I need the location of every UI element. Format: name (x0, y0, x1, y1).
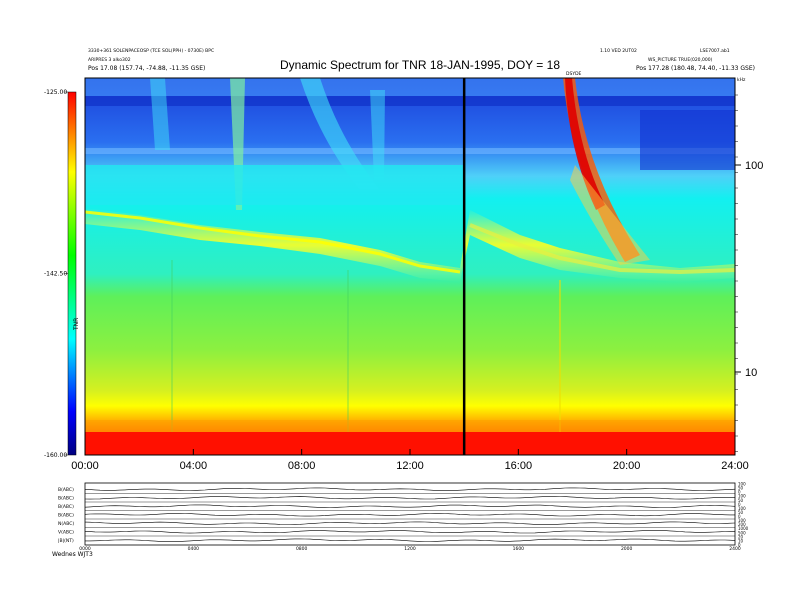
footer-label: Wednes WJT3 (52, 551, 93, 558)
colorbar-label: TNR (73, 318, 80, 331)
x-tick-label: 00:00 (71, 460, 99, 470)
colorbar-tick-label: -160.00 (44, 452, 67, 459)
x-tick-label: 16:00 (505, 460, 533, 470)
colorbar-tick-label: -125.00 (44, 89, 67, 96)
time-series-right-tick-label: 0 (738, 490, 741, 495)
time-series-line (84, 496, 736, 500)
time-series-label: B(ABC) (58, 495, 74, 501)
time-series-right-tick-label: 500 (738, 530, 746, 535)
x-tick-label: 04:00 (180, 460, 208, 470)
x-tick-label: 24:00 (721, 460, 749, 470)
time-series-right-tick-label: 0 (738, 514, 741, 519)
time-series-x-tick-label: 1200 (404, 546, 416, 552)
time-series-right-tick-label: 100 (738, 518, 746, 523)
time-series-right-tick-label: 0 (738, 543, 741, 548)
x-axis-ticks: 00:00 04:00 08:00 12:00 16:00 20:00 24:00 (71, 449, 749, 470)
time-series-rows: B(ABC) B(ABC) B(ABC) B(ABC) N(ABC) V(ABC) |B|(… (58, 487, 736, 544)
event-label: DSYDE (566, 72, 582, 77)
header-right-line2: WS_PICTURE TRUE(020,000) (648, 58, 713, 63)
time-series-label: V(ABC) (58, 529, 74, 535)
right-unit-label: kHz (737, 78, 746, 83)
header-right-line3: Pos 177.28 (180.48, 74.40, -11.33 GSE) (636, 65, 755, 72)
header-left-line2: ARIPRES 3 alko302 (88, 58, 131, 63)
time-series-x-tick-label: 2000 (621, 546, 633, 552)
header-left-line1: 3330+361 SOLENPACEOSP (TCE SOL(PPH) - 07… (88, 49, 215, 54)
x-tick-label: 12:00 (396, 460, 424, 470)
time-series-label: B(ABC) (58, 504, 74, 510)
time-series-x-tick-label: 0800 (296, 546, 308, 552)
dynamic-spectrum-plot: 00:00 04:00 08:00 12:00 16:00 20:00 24:00 -125… (44, 77, 763, 470)
header-left-line3: Pos 17.08 (157.74, -74.88, -11.35 GSE) (88, 65, 206, 72)
time-series-right-tick-label: 200 (738, 522, 746, 527)
time-series-x-tick-label: 0000 (79, 546, 91, 552)
time-series-line (84, 487, 736, 491)
x-tick-label: 20:00 (613, 460, 641, 470)
time-series-x-tick-label: 1600 (513, 546, 525, 552)
colorbar-tick-label: -142.50 (44, 271, 67, 278)
time-series-line (85, 538, 736, 542)
right-y-axis-ticks: 100 10 (735, 94, 763, 452)
y-tick-label: 100 (745, 160, 763, 172)
x-tick-label: 08:00 (288, 460, 316, 470)
time-series-label: B(ABC) (58, 487, 74, 493)
time-series-right-tick-label: 0 (738, 502, 741, 507)
y-tick-label: 10 (745, 367, 757, 379)
time-series-x-ticks: 0000 0400 0800 1200 1600 2000 2400 (79, 546, 741, 552)
time-series-label: B(ABC) (58, 512, 74, 518)
time-series-right-tick-label: 100 (738, 506, 746, 511)
time-series-line (84, 513, 735, 517)
time-series-right-tick-label: 10 (738, 538, 744, 543)
spectrum-image (85, 78, 735, 455)
chart-title: Dynamic Spectrum for TNR 18-JAN-1995, DO… (280, 58, 560, 72)
time-series-right-tick-label: 50 (738, 486, 744, 491)
colorbar-ticks: -125.00 -142.50 -160.00 (44, 89, 68, 459)
time-series-right-tick-label: 1000 (738, 526, 749, 531)
time-series-frame (84, 482, 736, 546)
time-series-right-tick-label: 50 (738, 498, 744, 503)
time-series-right-tick-label: 100 (738, 494, 746, 499)
header-right-line1b: LSE7007.ab1 (700, 49, 730, 54)
time-series-x-tick-label: 0400 (188, 546, 200, 552)
time-series-x-tick-label: 2400 (729, 546, 741, 552)
time-series-right-tick-label: 100 (738, 482, 746, 487)
header-right-line1a: 1.10 VED 2UT02 (600, 49, 637, 54)
time-series-right-tick-label: 50 (738, 510, 744, 515)
time-series-line (84, 530, 736, 534)
time-series-line (84, 504, 736, 508)
time-series-line (84, 521, 736, 525)
time-series-label: N(ABC) (58, 521, 74, 527)
time-series-right-tick-label: 20 (738, 534, 744, 539)
time-series-label: |B|(NT) (58, 538, 74, 544)
